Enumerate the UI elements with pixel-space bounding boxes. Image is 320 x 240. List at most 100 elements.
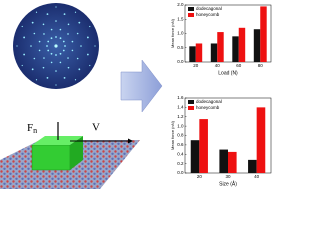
spot <box>42 23 45 26</box>
x-tick-label: 40 <box>215 63 221 68</box>
spot <box>47 40 50 43</box>
spot <box>67 33 69 35</box>
y-tick-label: 1.0 <box>177 123 184 128</box>
spot <box>78 68 81 71</box>
spot <box>38 40 41 43</box>
spot <box>43 33 45 35</box>
spot <box>62 40 65 43</box>
y-tick-label: 0.2 <box>177 161 184 166</box>
spot <box>89 64 91 67</box>
spot <box>35 79 38 81</box>
spot <box>35 11 38 13</box>
y-tick-label: 1.5 <box>177 16 184 21</box>
spot <box>55 36 57 38</box>
y-tick-label: 0.6 <box>177 142 184 147</box>
spot <box>86 53 89 56</box>
legend-label: dodecagonal <box>196 99 222 104</box>
x-axis-label: Size (Å) <box>219 180 237 187</box>
bar <box>256 107 266 173</box>
velocity-arrowhead <box>128 138 133 144</box>
x-tick-label: 80 <box>258 63 264 68</box>
spot <box>76 32 79 35</box>
y-axis-label: Mean force (nN) <box>170 120 175 150</box>
spot <box>67 66 70 69</box>
y-tick-label: 0.5 <box>177 45 184 50</box>
spot <box>21 25 23 28</box>
spot <box>42 66 45 69</box>
spot <box>47 49 50 52</box>
spot <box>63 13 66 16</box>
bar <box>189 46 196 62</box>
y-tick-label: 0.0 <box>177 59 184 64</box>
spot <box>55 54 57 56</box>
y-tick-label: 1.0 <box>177 31 184 36</box>
spot <box>54 44 58 48</box>
spot <box>50 28 53 31</box>
legend-label: dodecagonal <box>196 6 222 11</box>
bar <box>238 27 246 62</box>
flow-arrow <box>120 59 163 113</box>
slider-block <box>31 144 71 171</box>
spot <box>78 21 81 24</box>
spot <box>16 45 18 47</box>
legend-swatch <box>188 106 194 110</box>
spot <box>50 61 53 64</box>
spot <box>63 76 66 79</box>
spot <box>74 79 77 81</box>
x-tick-label: 30 <box>225 174 231 179</box>
bar <box>219 149 228 173</box>
spot <box>55 20 57 22</box>
slider-top <box>32 136 83 145</box>
bar <box>217 32 224 62</box>
spot <box>71 40 74 43</box>
spot <box>59 61 62 64</box>
y-tick-label: 1.2 <box>177 114 184 119</box>
spot <box>59 37 62 40</box>
bar <box>190 140 200 173</box>
bar <box>210 43 218 62</box>
spot <box>71 49 74 52</box>
spot <box>74 11 77 13</box>
bar <box>199 119 208 173</box>
diffraction-spots <box>16 6 96 86</box>
spot <box>55 6 57 8</box>
spot <box>21 64 23 67</box>
force-subscript: n <box>33 126 37 135</box>
spot <box>62 49 65 52</box>
spot <box>33 57 36 60</box>
spot <box>46 76 49 79</box>
spot <box>55 84 57 86</box>
y-tick-label: 0.8 <box>177 133 184 138</box>
spot <box>46 45 48 47</box>
y-tick-label: 2.0 <box>177 2 184 7</box>
x-tick-label: 40 <box>254 174 260 179</box>
legend-label: honeycomb <box>196 105 220 110</box>
spot <box>67 57 69 59</box>
spot <box>50 37 53 40</box>
bar <box>228 151 237 173</box>
bar <box>232 36 239 62</box>
bar <box>253 29 261 63</box>
bar <box>195 43 203 62</box>
spot <box>33 32 36 35</box>
spot <box>38 49 41 52</box>
bar <box>260 6 267 63</box>
graphical-abstract: Fn V 0.0 0.5 1.0 1.5 2.0 20 40 60 80 Load (N) Mean… <box>0 2 272 189</box>
x-axis-label: Load (N) <box>218 70 238 76</box>
spot <box>67 23 70 26</box>
spot <box>30 45 32 47</box>
x-tick-label: 20 <box>193 63 199 68</box>
spot <box>76 57 79 60</box>
slider-side <box>70 136 83 170</box>
spot <box>80 45 82 47</box>
spot <box>43 57 45 59</box>
x-tick-label: 20 <box>197 174 203 179</box>
spot <box>31 68 34 71</box>
spot <box>55 70 57 72</box>
bar <box>248 159 257 173</box>
x-tick-label: 60 <box>236 63 242 68</box>
y-axis-label: Mean force (nN) <box>170 18 175 48</box>
y-tick-label: 1.4 <box>177 105 184 110</box>
spot <box>89 25 91 28</box>
spot <box>64 45 66 47</box>
